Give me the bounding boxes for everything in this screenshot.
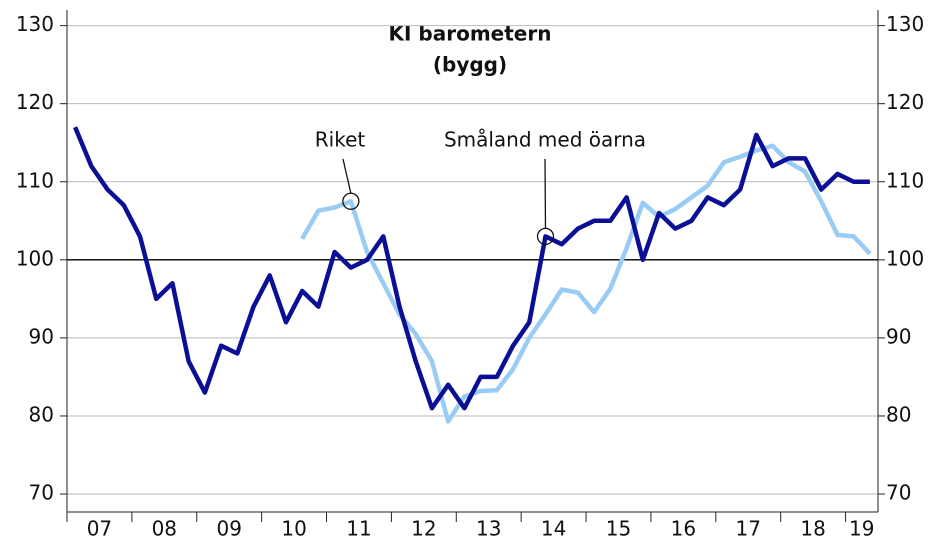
x-tick-label: 19 <box>849 517 874 541</box>
y2-tick-label: 90 <box>886 324 911 348</box>
y-tick-label: 120 <box>16 90 54 114</box>
y2-tick-label: 120 <box>886 90 924 114</box>
chart-title: KI barometern <box>389 22 552 46</box>
series-line <box>73 126 870 411</box>
y-tick-label: 100 <box>16 246 54 270</box>
y2-tick-label: 80 <box>886 402 911 426</box>
annotation-label: Småland med öarna <box>444 128 646 152</box>
y-tick-label: 130 <box>16 12 54 36</box>
y-tick-label: 110 <box>16 168 54 192</box>
x-tick-label: 10 <box>281 517 306 541</box>
x-tick-label: 07 <box>87 517 112 541</box>
x-tick-label: 11 <box>346 517 371 541</box>
x-tick-label: 13 <box>476 517 501 541</box>
x-tick-label: 08 <box>152 517 177 541</box>
annotation-label: Riket <box>315 128 366 152</box>
x-tick-label: 09 <box>216 517 241 541</box>
x-tick-label: 15 <box>606 517 631 541</box>
y-tick-label: 90 <box>29 324 54 348</box>
x-tick-label: 16 <box>671 517 696 541</box>
chart-subtitle: (bygg) <box>433 53 507 77</box>
y-tick-label: 80 <box>29 402 54 426</box>
y2-tick-label: 70 <box>886 481 911 505</box>
x-tick-label: 17 <box>736 517 761 541</box>
x-tick-label: 12 <box>411 517 436 541</box>
annotation-marker <box>342 192 360 210</box>
y2-tick-label: 100 <box>886 246 924 270</box>
y2-tick-label: 130 <box>886 12 924 36</box>
y-tick-label: 70 <box>29 481 54 505</box>
x-tick-label: 14 <box>541 517 566 541</box>
x-tick-label: 18 <box>800 517 825 541</box>
y2-tick-label: 110 <box>886 168 924 192</box>
series-line <box>300 143 872 424</box>
annotation-marker <box>536 227 555 246</box>
annotation-leader <box>342 158 352 194</box>
